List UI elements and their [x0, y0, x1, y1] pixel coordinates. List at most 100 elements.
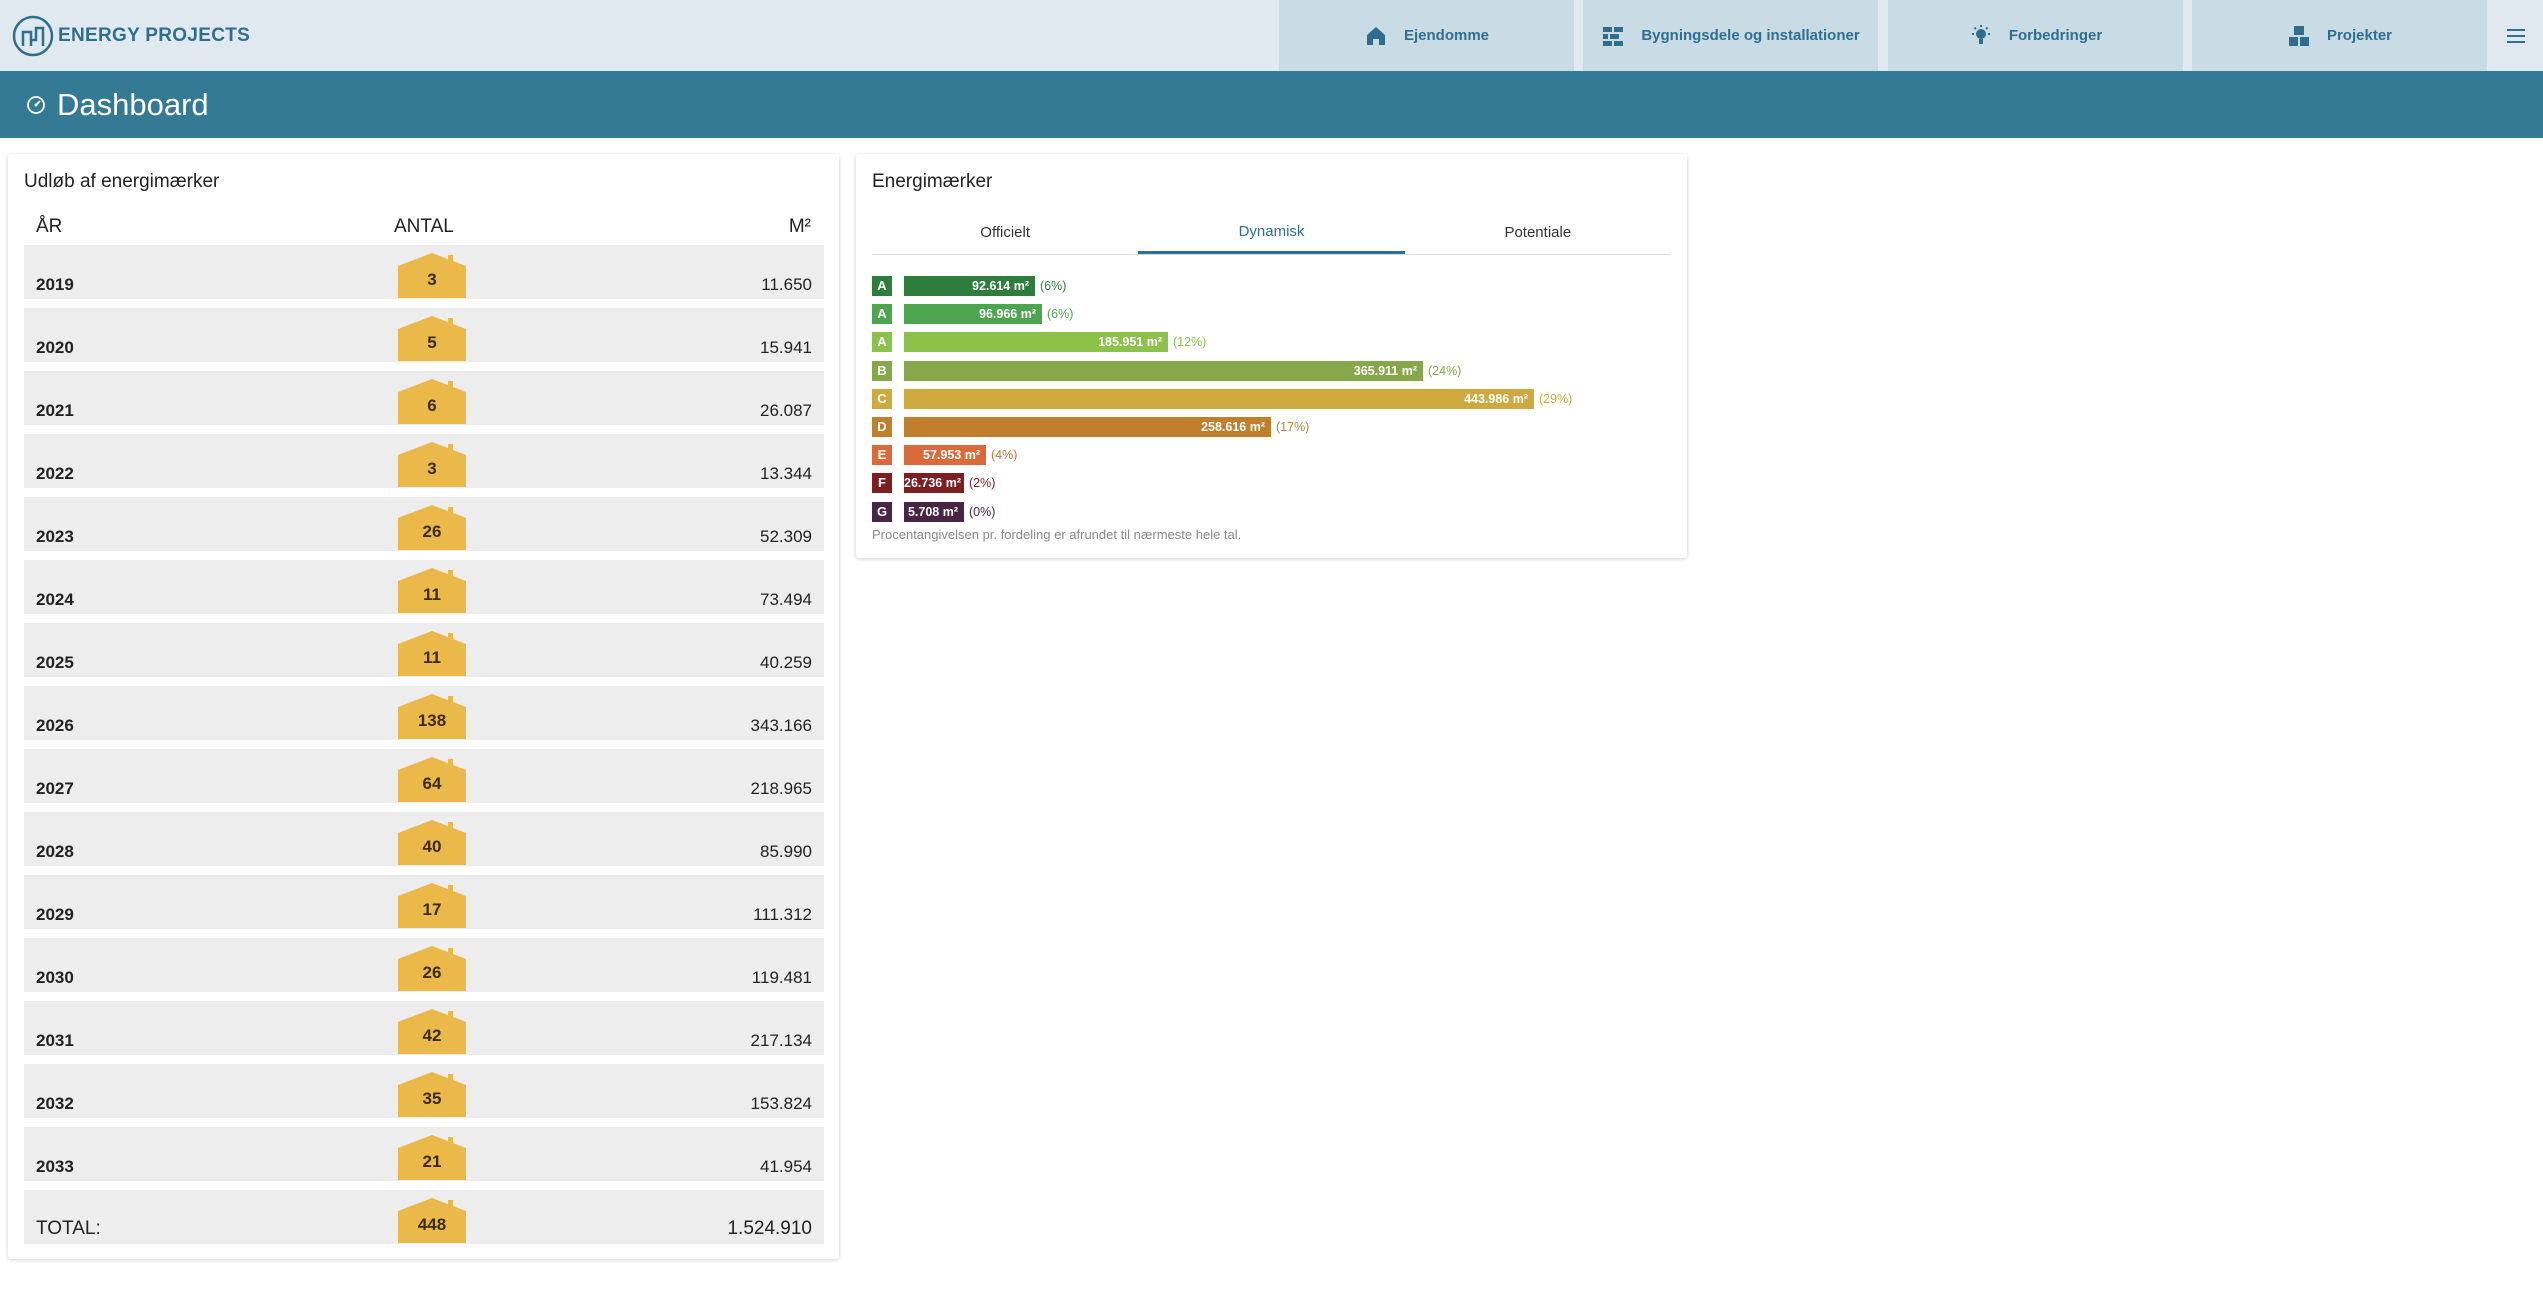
- energy-label-badge: A: [872, 332, 892, 352]
- row-year: 2025: [36, 653, 74, 672]
- brand-logo[interactable]: ENERGY PROJECTS: [12, 14, 250, 58]
- energy-label-row: G 5.708 m² (0%): [872, 502, 1662, 522]
- house-badge: 6: [398, 378, 466, 424]
- house-badge: 3: [398, 252, 466, 298]
- row-m2: 218.965: [750, 779, 812, 798]
- energy-label-row: E 57.953 m² (4%): [872, 445, 1662, 465]
- row-count: 3: [427, 270, 437, 289]
- row-year: 2027: [36, 779, 74, 798]
- row-count: 64: [422, 774, 442, 793]
- expiration-row: 2022 3 13.344: [24, 434, 824, 488]
- row-year: 2020: [36, 338, 74, 357]
- energy-projects-logo-icon: [12, 15, 54, 57]
- energy-label-bar[interactable]: 443.986 m²: [904, 389, 1534, 409]
- energy-labels-title: Energimærker: [872, 171, 993, 192]
- row-count: 11: [423, 648, 441, 667]
- energy-labels-tabs: Officielt Dynamisk Potentiale: [872, 211, 1671, 255]
- house-badge: 26: [398, 945, 466, 991]
- energy-label-badge: A: [872, 304, 892, 324]
- row-m2: 343.166: [750, 716, 812, 735]
- energy-label-row: F 26.736 m² (2%): [872, 473, 1662, 493]
- house-icon: [398, 1135, 466, 1180]
- blocks-icon: [2288, 25, 2309, 46]
- row-m2: 153.824: [750, 1094, 812, 1113]
- energy-label-percent: (2%): [969, 476, 996, 490]
- nav-forbedringer[interactable]: Forbedringer: [1888, 0, 2183, 71]
- row-m2: 52.309: [760, 527, 812, 546]
- expiration-row: 2028 40 85.990: [24, 812, 824, 866]
- energy-label-percent: (0%): [969, 505, 996, 519]
- house-badge: 26: [398, 504, 466, 550]
- house-icon: [398, 379, 466, 424]
- nav-ejendomme[interactable]: Ejendomme: [1279, 0, 1574, 71]
- dashboard-gauge-icon: [27, 95, 45, 114]
- row-year: 2031: [36, 1031, 74, 1050]
- nav-projekter[interactable]: Projekter: [2192, 0, 2487, 71]
- house-badge: 35: [398, 1071, 466, 1117]
- house-icon: [398, 316, 466, 361]
- row-year: 2029: [36, 905, 74, 924]
- row-m2: 41.954: [760, 1157, 812, 1176]
- house-icon: [398, 1009, 466, 1054]
- energy-label-bar[interactable]: 92.614 m²: [904, 276, 1035, 296]
- house-icon: [398, 505, 466, 550]
- energy-label-percent: (24%): [1428, 364, 1462, 378]
- row-m2: 119.481: [751, 968, 812, 987]
- house-icon: [398, 568, 466, 613]
- energy-label-bar[interactable]: 185.951 m²: [904, 332, 1168, 352]
- row-count: 42: [422, 1026, 442, 1045]
- house-badge: 138: [398, 693, 466, 739]
- house-icon: [398, 694, 466, 739]
- expiration-row: 2021 6 26.087: [24, 371, 824, 425]
- house-icon: [398, 883, 466, 928]
- energy-label-bar[interactable]: 96.966 m²: [904, 304, 1042, 324]
- tab-officielt[interactable]: Officielt: [980, 224, 1031, 241]
- energy-label-badge: A: [872, 276, 892, 296]
- energy-label-row: B 365.911 m² (24%): [872, 361, 1662, 381]
- row-count: 26: [422, 963, 442, 982]
- row-year: 2028: [36, 842, 74, 861]
- house-badge: 40: [398, 819, 466, 865]
- energy-label-badge: C: [872, 389, 892, 409]
- energy-label-bar[interactable]: 5.708 m²: [904, 502, 964, 522]
- tab-dynamisk[interactable]: Dynamisk: [1138, 211, 1405, 254]
- house-badge: 42: [398, 1008, 466, 1054]
- lightbulb-icon: [1971, 24, 1990, 44]
- house-badge: 11: [398, 630, 466, 676]
- energy-label-badge: F: [872, 473, 892, 493]
- energy-label-percent: (4%): [991, 448, 1018, 462]
- expiration-row: 2032 35 153.824: [24, 1064, 824, 1118]
- house-badge: 64: [398, 756, 466, 802]
- menu-button[interactable]: [2488, 0, 2543, 71]
- energy-label-bar[interactable]: 258.616 m²: [904, 417, 1271, 437]
- energy-label-bar[interactable]: 365.911 m²: [904, 361, 1423, 381]
- energy-label-percent: (12%): [1173, 335, 1207, 349]
- row-year: 2033: [36, 1157, 74, 1176]
- house-badge: 448: [398, 1197, 466, 1243]
- row-m2: 217.134: [750, 1031, 812, 1050]
- row-count: 6: [427, 396, 437, 415]
- expiration-card-title: Udløb af energimærker: [24, 171, 220, 192]
- energy-label-bar[interactable]: 57.953 m²: [904, 445, 986, 465]
- row-m2: 15.941: [760, 338, 812, 357]
- row-year: 2021: [36, 401, 74, 420]
- row-year: 2019: [36, 275, 74, 294]
- energy-label-row: A 185.951 m² (12%): [872, 332, 1662, 352]
- energy-labels-card: Energimærker Officielt Dynamisk Potentia…: [856, 154, 1687, 558]
- energy-label-bar[interactable]: 26.736 m²: [904, 473, 964, 493]
- nav-bygningsdele[interactable]: Bygningsdele og installationer: [1583, 0, 1878, 71]
- tab-potentiale[interactable]: Potentiale: [1504, 224, 1572, 241]
- expiration-row: 2031 42 217.134: [24, 1001, 824, 1055]
- total-label: TOTAL:: [36, 1218, 101, 1239]
- house-icon: [398, 1072, 466, 1117]
- house-icon: [398, 757, 466, 802]
- energy-label-badge: G: [872, 502, 892, 522]
- row-year: 2026: [36, 716, 74, 735]
- brand-name: ENERGY PROJECTS: [58, 25, 251, 46]
- energy-label-badge: D: [872, 417, 892, 437]
- expiration-row: 2029 17 111.312: [24, 875, 824, 929]
- energy-label-row: A 92.614 m² (6%): [872, 276, 1662, 296]
- row-m2: 73.494: [760, 590, 812, 609]
- energy-label-percent: (6%): [1040, 279, 1067, 293]
- row-count: 40: [422, 837, 442, 856]
